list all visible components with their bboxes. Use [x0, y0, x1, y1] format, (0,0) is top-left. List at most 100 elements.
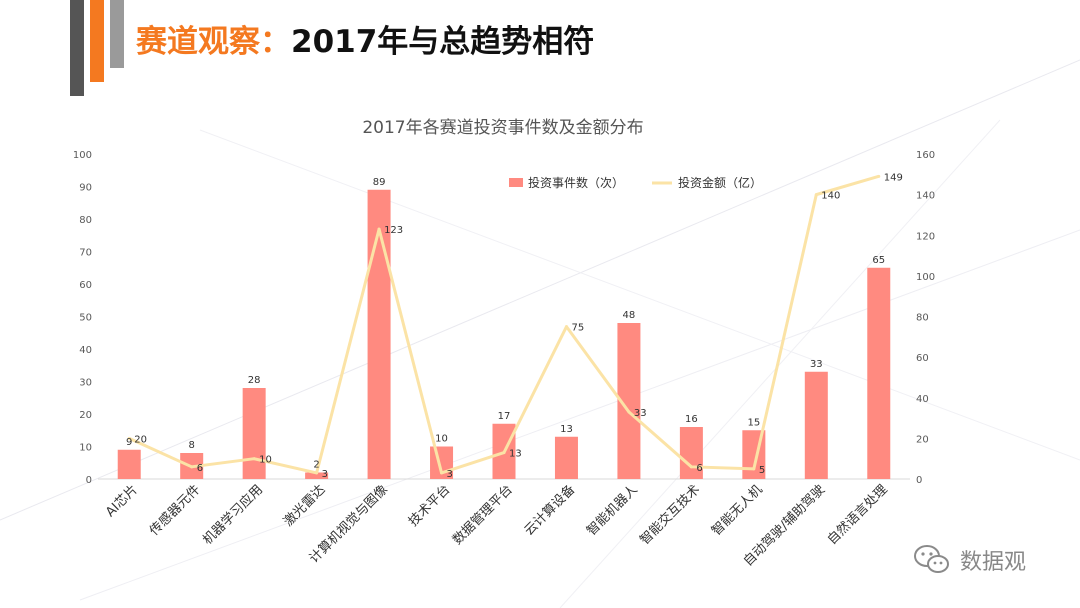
category-label: 数据管理平台: [450, 482, 516, 548]
bar: [305, 472, 329, 479]
line-point: [752, 467, 756, 471]
line-data-label: 33: [634, 408, 647, 419]
line-data-label: 75: [571, 323, 584, 334]
line-point: [252, 457, 256, 461]
line-data-label: 13: [509, 449, 522, 460]
line-data-label: 3: [322, 469, 328, 480]
category-label: AI芯片: [103, 482, 141, 520]
right-axis-tick-label: 20: [916, 434, 929, 445]
line-point: [877, 174, 881, 178]
bar-data-label: 15: [747, 417, 760, 428]
category-label: 自然语言处理: [824, 482, 890, 548]
left-axis-tick-label: 20: [79, 410, 92, 421]
bar-data-label: 17: [498, 411, 511, 422]
line-data-label: 123: [384, 225, 403, 236]
category-label: 智能交互技术: [637, 482, 703, 548]
line-point: [564, 325, 568, 329]
line-data-label: 10: [259, 455, 272, 466]
chart-title: 2017年各赛道投资事件数及金额分布: [362, 117, 643, 138]
category-label: 机器学习应用: [200, 482, 266, 548]
legend-label-line: 投资金额（亿）: [678, 175, 762, 190]
left-axis-tick-label: 70: [79, 248, 92, 259]
bar: [554, 436, 578, 479]
bar-data-label: 28: [248, 375, 261, 386]
bar: [617, 323, 641, 479]
bar-series: [117, 189, 891, 479]
legend: 投资事件数（次） 投资金额（亿）: [509, 175, 762, 190]
bar: [242, 388, 266, 479]
category-label: 智能无人机: [709, 482, 766, 539]
line-data-label: 6: [696, 463, 702, 474]
bar-data-label: 48: [623, 310, 636, 321]
left-axis-tick-label: 60: [79, 280, 92, 291]
bar-data-label: 13: [560, 424, 573, 435]
left-axis: 0 10 20 30 40 50 60 70 80 90 100: [73, 150, 92, 486]
bar-data-label: 9: [126, 437, 132, 448]
line-point: [190, 465, 194, 469]
line-data-label: 20: [134, 434, 147, 445]
left-axis-tick-label: 100: [73, 150, 92, 161]
left-axis-tick-label: 0: [86, 475, 92, 486]
bar: [367, 189, 391, 479]
right-axis-tick-label: 80: [916, 313, 929, 324]
line-point: [627, 410, 631, 414]
bar-data-label: 8: [189, 440, 195, 451]
legend-label-bar: 投资事件数（次）: [528, 175, 624, 190]
bar-data-label: 16: [685, 414, 698, 425]
bar-data-labels: 9 8 28 2 89 10 17 13 48 16 15 33 65: [126, 177, 885, 471]
right-axis-tick-label: 60: [916, 353, 929, 364]
decor-bar-orange: [90, 0, 104, 82]
page-title-main: 2017年与总趋势相符: [291, 24, 595, 60]
left-axis-tick-label: 80: [79, 215, 92, 226]
bar-data-label: 10: [435, 434, 448, 445]
watermark-text: 数据观: [960, 550, 1027, 575]
bar-data-label: 2: [313, 460, 319, 471]
right-axis-tick-label: 140: [916, 191, 935, 202]
right-axis-tick-label: 40: [916, 394, 929, 405]
line-data-label: 3: [447, 469, 453, 480]
category-label: 智能机器人: [584, 482, 641, 539]
line-point: [814, 193, 818, 197]
watermark: 数据观: [912, 540, 1026, 580]
line-series: [127, 174, 881, 475]
bar-data-label: 33: [810, 359, 823, 370]
bar-data-label: 65: [872, 255, 885, 266]
right-axis: 0 20 40 60 80 100 120 140 160: [916, 150, 935, 486]
page-title: 赛道观察：2017年与总趋势相符: [136, 18, 594, 66]
line-point: [377, 227, 381, 231]
line-data-label: 5: [759, 465, 765, 476]
line-point: [127, 436, 131, 440]
category-label: 技术平台: [406, 482, 453, 529]
category-label: 传感器元件: [146, 482, 203, 539]
wechat-icon: [914, 545, 949, 573]
line-point: [440, 471, 444, 475]
right-axis-tick-label: 0: [916, 475, 922, 486]
left-axis-tick-label: 50: [79, 313, 92, 324]
line-point: [689, 465, 693, 469]
decor-bar-dark: [70, 0, 84, 96]
line-data-label: 6: [197, 463, 203, 474]
legend-swatch-bar: [509, 178, 523, 187]
left-axis-tick-label: 40: [79, 345, 92, 356]
page-title-accent: 赛道观察：: [136, 24, 291, 60]
left-axis-tick-label: 90: [79, 183, 92, 194]
bar: [867, 267, 891, 479]
right-axis-tick-label: 160: [916, 150, 935, 161]
bar-data-label: 89: [373, 177, 386, 188]
left-axis-tick-label: 10: [79, 443, 92, 454]
right-axis-tick-label: 100: [916, 272, 935, 283]
line-data-label: 140: [821, 191, 840, 202]
line-point: [502, 451, 506, 455]
line-data-label: 149: [884, 172, 903, 183]
chart-background-decor: [0, 59, 1080, 608]
category-label: 激光雷达: [281, 482, 328, 529]
bar: [117, 449, 141, 479]
category-label: 云计算设备: [521, 482, 578, 539]
left-axis-tick-label: 30: [79, 378, 92, 389]
decor-bar-grey: [110, 0, 124, 68]
right-axis-tick-label: 120: [916, 231, 935, 242]
bar: [804, 371, 828, 479]
